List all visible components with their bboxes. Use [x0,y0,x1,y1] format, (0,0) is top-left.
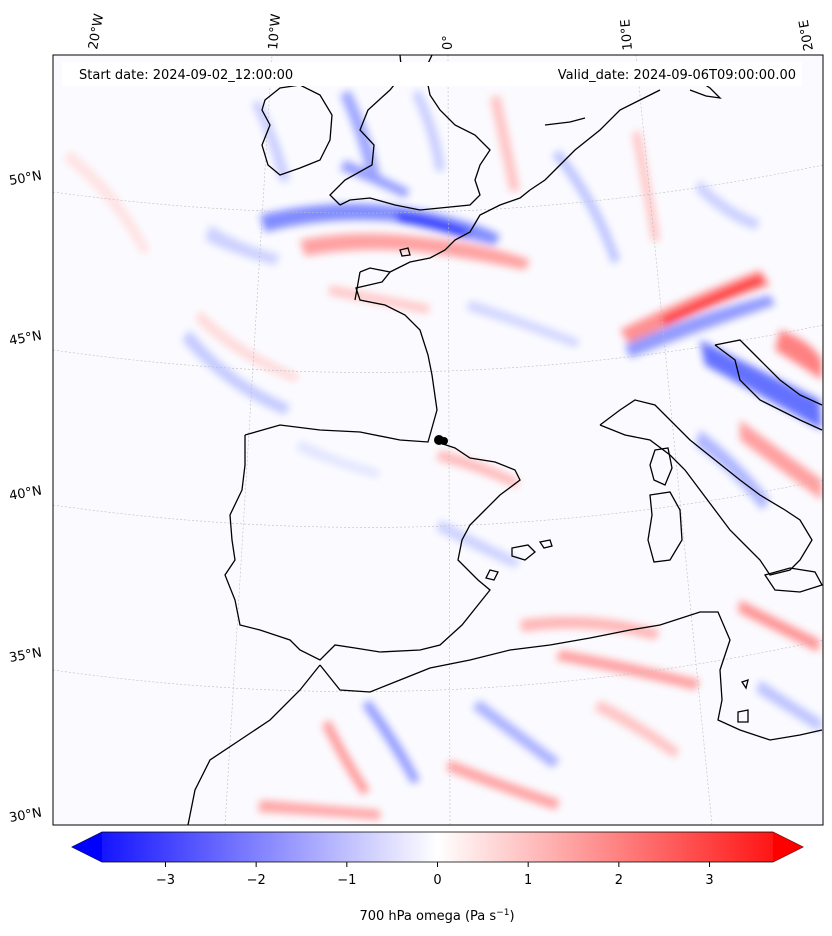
colorbar-tick-label: 1 [524,873,532,888]
colorbar-tick-label: 3 [705,873,713,888]
iberia-coast [244,267,438,443]
lat-label-35n: 35°N [8,645,43,665]
lat-labels: 50°N 45°N 40°N 35°N 30°N [8,168,43,825]
colorbar-label: 700 hPa omega (Pa s−1) [359,908,514,924]
lat-label-40n: 40°N [8,483,43,503]
france-coast [354,189,531,301]
lon-label-20e: 20°E [797,19,817,52]
colorbar-bar [71,831,804,863]
colorbar: −3 −2 −1 0 1 2 3 700 hPa omega (Pa s−1) [71,831,804,924]
colorbar-extend-low [72,832,102,862]
lon-label-10e: 10°E [618,19,636,51]
map-border [52,54,824,826]
britain-coast [339,55,491,211]
colorbar-extend-high [773,832,803,862]
graticule [53,55,823,825]
omega-field [64,90,822,820]
header-bar [62,62,802,86]
colorbar-tick-label: −2 [247,873,266,888]
colorbar-tick-label: 0 [433,873,441,888]
map-panel: Start date: 2024-09-02_12:00:00 Valid_da… [53,55,823,825]
start-date: Start date: 2024-09-02_12:00:00 [79,68,293,83]
colorbar-tick-label: −1 [337,873,356,888]
valid-date: Valid_date: 2024-09-06T09:00:00.00 [558,68,796,83]
colorbar-ticks: −3 −2 −1 0 1 2 3 [156,862,714,888]
north-africa-coast [319,611,823,741]
location-marker [434,435,448,445]
lon-label-0: 0° [441,35,456,50]
lon-label-20w: 20°W [86,13,107,51]
sicily-coast [763,567,823,593]
italy-coast [599,399,813,576]
lat-label-45n: 45°N [8,328,43,348]
ireland-coast [261,84,333,176]
colorbar-tick-label: 2 [615,873,623,888]
lon-labels: 20°W 10°W 0° 10°E 20°E [86,13,817,52]
lon-label-10w: 10°W [266,13,284,50]
colorbar-tick-label: −3 [156,873,175,888]
corsica-coast [649,447,673,486]
lat-label-50n: 50°N [8,168,43,188]
sardinia-coast [647,491,683,563]
balearics-coast [511,544,536,561]
lat-label-30n: 30°N [8,805,43,825]
